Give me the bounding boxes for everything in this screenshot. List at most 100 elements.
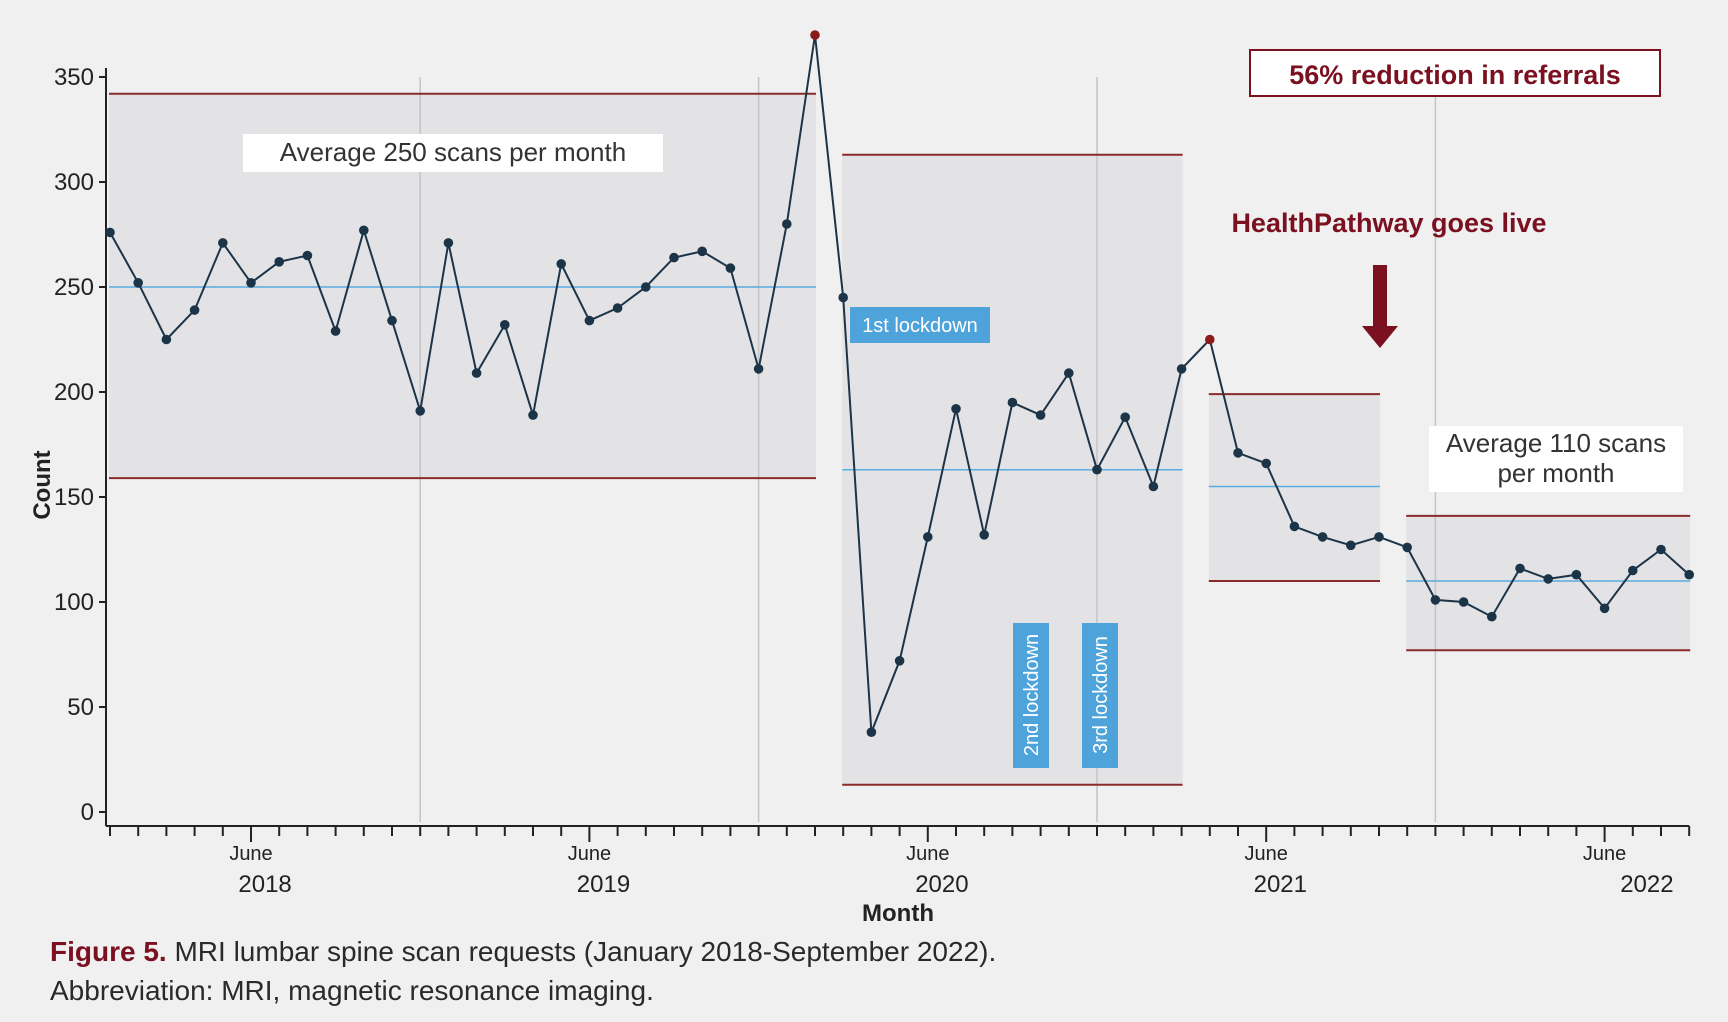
- data-point: [979, 530, 989, 540]
- healthpathway-arrow-head: [1362, 326, 1398, 348]
- data-point: [330, 326, 341, 336]
- data-point: [1487, 611, 1497, 622]
- data-point: [1656, 544, 1666, 555]
- x-year-label-2020: 2020: [915, 871, 968, 898]
- lockdown-3-label: 3rd lockdown: [1090, 636, 1112, 754]
- data-point: [1374, 532, 1384, 542]
- data-point: [500, 320, 510, 330]
- data-point: [415, 406, 426, 416]
- data-point: [725, 263, 736, 273]
- data-point: [838, 292, 848, 303]
- y-tick-label: 50: [67, 694, 94, 721]
- data-point: [302, 250, 313, 261]
- data-point: [133, 278, 143, 288]
- phase-band-3: [1208, 394, 1380, 581]
- data-point: [1684, 569, 1694, 580]
- y-tick-label: 300: [54, 169, 94, 196]
- figure-label: Figure 5.: [50, 936, 167, 967]
- avg-250-label: Average 250 scans per month: [280, 137, 626, 167]
- lockdown-2-box: [1013, 623, 1049, 768]
- data-point: [1571, 569, 1582, 580]
- avg-110-label-line2: per month: [1497, 458, 1614, 488]
- x-tick-label-june: June: [1583, 843, 1626, 865]
- data-point: [612, 303, 623, 313]
- spc-chart: 0 50 100 150 200 250 300 350 June June June June Jun…: [29, 30, 1694, 927]
- data-point: [1176, 364, 1187, 374]
- data-point: [1148, 481, 1159, 492]
- avg-110-label-line1: Average 110 scans: [1446, 428, 1666, 458]
- data-point: [274, 257, 285, 267]
- data-point: [218, 238, 228, 248]
- data-point: [1628, 565, 1638, 576]
- data-point: [951, 404, 961, 414]
- data-point: [161, 334, 172, 345]
- data-point: [359, 225, 369, 236]
- data-point: [528, 410, 538, 420]
- data-point-highlighted: [810, 30, 820, 40]
- lockdown-2-label: 2nd lockdown: [1021, 634, 1043, 756]
- data-point: [443, 238, 454, 248]
- axes: 0 50 100 150 200 250 300 350 June June June June Jun…: [29, 64, 1691, 927]
- x-tick-label-june: June: [906, 843, 949, 865]
- data-point: [1346, 540, 1356, 551]
- data-point: [1092, 464, 1102, 475]
- data-point: [1064, 368, 1074, 378]
- data-point: [866, 727, 877, 737]
- figure-caption: Figure 5. MRI lumbar spine scan requests…: [50, 932, 1650, 1010]
- data-point: [584, 315, 595, 326]
- annotations: Average 250 scans per month Average 110 s…: [243, 49, 1683, 768]
- healthpathway-arrow-shaft: [1373, 265, 1387, 327]
- data-point: [894, 656, 905, 666]
- data-point: [189, 305, 200, 315]
- data-point: [753, 364, 764, 374]
- data-point: [1261, 458, 1271, 469]
- data-point: [1543, 574, 1553, 584]
- y-tick-label: 0: [81, 799, 94, 826]
- lockdown-1-box: [850, 307, 990, 343]
- data-point: [923, 532, 933, 542]
- data-point: [105, 227, 115, 238]
- data-point: [1035, 410, 1046, 420]
- x-tick-label-june: June: [1245, 843, 1288, 865]
- data-point: [782, 219, 792, 229]
- avg-250-box: [243, 134, 663, 172]
- lockdown-1-label: 1st lockdown: [862, 315, 978, 337]
- x-year-label-2019: 2019: [577, 871, 630, 898]
- reduction-label: 56% reduction in referrals: [1289, 60, 1621, 90]
- y-tick-label: 200: [54, 379, 94, 406]
- x-year-label-2022: 2022: [1620, 871, 1673, 898]
- control-limit-lines: [109, 92, 1691, 786]
- data-point: [1120, 412, 1130, 423]
- y-tick-label: 250: [54, 274, 94, 301]
- x-tick-label-june: June: [229, 843, 272, 865]
- y-tick-label: 150: [54, 484, 94, 511]
- x-year-label-2021: 2021: [1254, 871, 1307, 898]
- data-point: [1599, 603, 1610, 614]
- data-point: [1430, 595, 1441, 605]
- y-axis-title: Count: [29, 450, 56, 519]
- x-year-label-2018: 2018: [238, 871, 291, 898]
- figure-title: MRI lumbar spine scan requests (January …: [166, 936, 997, 967]
- data-point-highlighted: [1205, 334, 1215, 345]
- healthpathway-label: HealthPathway goes live: [1231, 208, 1546, 238]
- data-point: [1317, 532, 1328, 542]
- data-point: [556, 259, 566, 269]
- x-axis-title: Month: [862, 900, 934, 927]
- data-point: [1007, 397, 1018, 408]
- lockdown-3-box: [1082, 623, 1118, 768]
- data-point: [1458, 597, 1469, 607]
- y-tick-label: 350: [54, 64, 94, 91]
- reduction-box: [1249, 49, 1661, 97]
- data-point: [387, 315, 397, 326]
- figure-abbreviation: Abbreviation: MRI, magnetic resonance im…: [50, 975, 654, 1006]
- data-point: [697, 246, 707, 257]
- data-point: [669, 252, 679, 263]
- data-point: [471, 368, 482, 378]
- data-point: [641, 282, 651, 292]
- data-point: [1289, 521, 1300, 532]
- data-point: [1402, 542, 1412, 553]
- x-tick-label-june: June: [568, 843, 611, 865]
- data-point: [1515, 563, 1525, 574]
- data-point: [1233, 448, 1243, 458]
- y-tick-label: 100: [54, 589, 94, 616]
